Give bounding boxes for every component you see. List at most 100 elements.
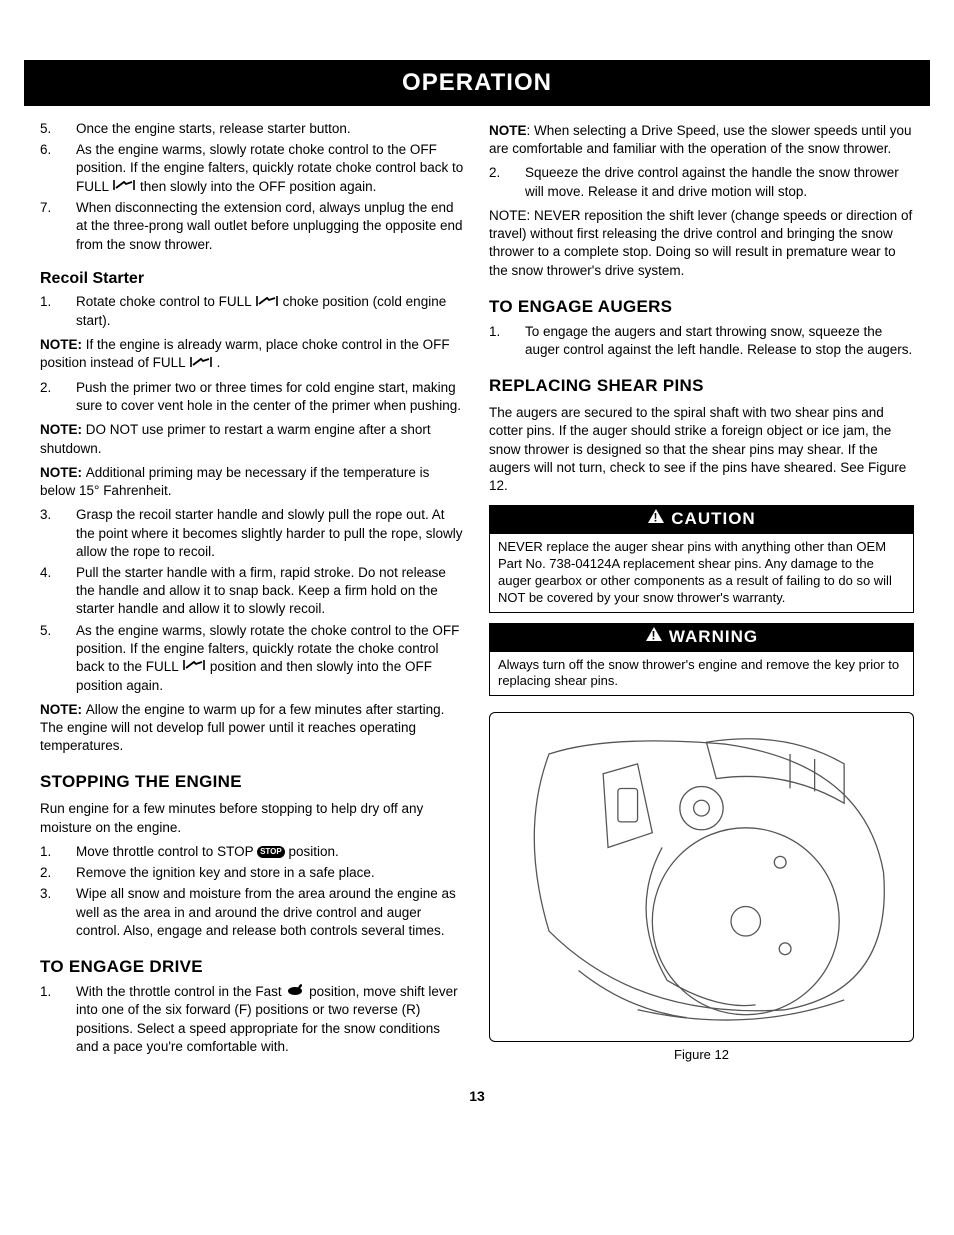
- list-body: Rotate choke control to FULL choke posit…: [76, 293, 465, 330]
- list-body: Squeeze the drive control against the ha…: [525, 164, 914, 200]
- drive-heading: TO ENGAGE DRIVE: [40, 956, 465, 979]
- list-num: 1.: [489, 323, 525, 359]
- list-num: 1.: [40, 843, 76, 861]
- text: Additional priming may be necessary if t…: [40, 465, 429, 498]
- note-paragraph: NOTE: If the engine is already warm, pla…: [40, 336, 465, 373]
- list-num: 1.: [40, 293, 76, 330]
- list-num: 3.: [40, 885, 76, 940]
- caution-label: CAUTION: [671, 508, 755, 531]
- list-body: Wipe all snow and moisture from the area…: [76, 885, 465, 940]
- list-item: 2. Remove the ignition key and store in …: [40, 864, 465, 882]
- note-label: NOTE:: [40, 422, 86, 437]
- warning-bar: ! WARNING: [489, 623, 914, 652]
- figure-label: Figure 12: [489, 1046, 914, 1064]
- list-item: 1. Rotate choke control to FULL choke po…: [40, 293, 465, 330]
- list-item: 3. Grasp the recoil starter handle and s…: [40, 506, 465, 561]
- list-body: When disconnecting the extension cord, a…: [76, 199, 465, 254]
- list-num: 5.: [40, 622, 76, 695]
- stop-icon: STOP: [257, 846, 285, 858]
- warning-triangle-icon: !: [645, 626, 663, 649]
- list-num: 2.: [40, 864, 76, 882]
- note-label: NOTE: [489, 123, 527, 138]
- list-item: 5. Once the engine starts, release start…: [40, 120, 465, 138]
- stop-list: 1. Move throttle control to STOP STOP po…: [40, 843, 465, 940]
- list-num: 1.: [40, 983, 76, 1056]
- header-band: OPERATION: [24, 60, 930, 106]
- text: If the engine is already warm, place cho…: [40, 337, 450, 370]
- list-item: 7. When disconnecting the extension cord…: [40, 199, 465, 254]
- list-item: 5. As the engine warms, slowly rotate th…: [40, 622, 465, 695]
- note-never: NOTE: NEVER reposition the shift lever (…: [489, 207, 914, 280]
- list-body: As the engine warms, slowly rotate the c…: [76, 622, 465, 695]
- recoil-heading: Recoil Starter: [40, 268, 465, 290]
- svg-text:!: !: [651, 628, 656, 642]
- list-item: 2. Push the primer two or three times fo…: [40, 379, 465, 415]
- recoil-list-b: 2. Push the primer two or three times fo…: [40, 379, 465, 415]
- list-body: Pull the starter handle with a firm, rap…: [76, 564, 465, 619]
- svg-text:!: !: [654, 511, 659, 525]
- list-item: 2. Squeeze the drive control against the…: [489, 164, 914, 200]
- note-paragraph: NOTE: Allow the engine to warm up for a …: [40, 701, 465, 756]
- choke-icon: [189, 355, 213, 373]
- caution-body: NEVER replace the auger shear pins with …: [489, 534, 914, 613]
- warning-triangle-icon: !: [647, 508, 665, 531]
- note-label: NOTE:: [40, 337, 86, 352]
- list-num: 7.: [40, 199, 76, 254]
- note-paragraph: NOTE: DO NOT use primer to restart a war…: [40, 421, 465, 457]
- page: OPERATION 5. Once the engine starts, rel…: [0, 60, 954, 1134]
- rabbit-icon: [285, 983, 305, 1001]
- choke-icon: [112, 178, 136, 196]
- startup-list: 5. Once the engine starts, release start…: [40, 120, 465, 254]
- drive-list-2: 2. Squeeze the drive control against the…: [489, 164, 914, 200]
- shear-heading: REPLACING SHEAR PINS: [489, 375, 914, 398]
- list-body: Push the primer two or three times for c…: [76, 379, 465, 415]
- note-label: NOTE:: [40, 465, 86, 480]
- list-num: 6.: [40, 141, 76, 196]
- note-label: NOTE:: [40, 702, 86, 717]
- list-num: 4.: [40, 564, 76, 619]
- stopping-heading: STOPPING THE ENGINE: [40, 771, 465, 794]
- list-body: Remove the ignition key and store in a s…: [76, 864, 465, 882]
- text: DO NOT use primer to restart a warm engi…: [40, 422, 431, 455]
- augers-list: 1. To engage the augers and start throwi…: [489, 323, 914, 359]
- list-num: 5.: [40, 120, 76, 138]
- content-columns: 5. Once the engine starts, release start…: [0, 106, 954, 1064]
- text: .: [217, 355, 221, 370]
- drive-list: 1. With the throttle control in the Fast…: [40, 983, 465, 1056]
- list-body: As the engine warms, slowly rotate choke…: [76, 141, 465, 196]
- right-column: NOTE: When selecting a Drive Speed, use …: [489, 116, 914, 1064]
- warning-body: Always turn off the snow thrower's engin…: [489, 652, 914, 697]
- list-num: 2.: [489, 164, 525, 200]
- warning-label: WARNING: [669, 626, 758, 649]
- list-item: 1. To engage the augers and start throwi…: [489, 323, 914, 359]
- list-num: 2.: [40, 379, 76, 415]
- shear-intro: The augers are secured to the spiral sha…: [489, 404, 914, 495]
- list-body: Grasp the recoil starter handle and slow…: [76, 506, 465, 561]
- text: Allow the engine to warm up for a few mi…: [40, 702, 444, 753]
- note-paragraph: NOTE: When selecting a Drive Speed, use …: [489, 122, 914, 158]
- text: Move throttle control to STOP: [76, 844, 257, 859]
- list-item: 1. With the throttle control in the Fast…: [40, 983, 465, 1056]
- augers-heading: TO ENGAGE AUGERS: [489, 296, 914, 319]
- list-item: 1. Move throttle control to STOP STOP po…: [40, 843, 465, 861]
- caution-bar: ! CAUTION: [489, 505, 914, 534]
- list-item: 4. Pull the starter handle with a firm, …: [40, 564, 465, 619]
- text: position.: [289, 844, 339, 859]
- stopping-intro: Run engine for a few minutes before stop…: [40, 800, 465, 836]
- page-number: 13: [0, 1088, 954, 1134]
- list-body: With the throttle control in the Fast po…: [76, 983, 465, 1056]
- list-body: Move throttle control to STOP STOP posit…: [76, 843, 465, 861]
- auger-diagram-icon: [490, 713, 913, 1041]
- text: : When selecting a Drive Speed, use the …: [489, 123, 911, 156]
- list-body: Once the engine starts, release starter …: [76, 120, 465, 138]
- text: Rotate choke control to FULL: [76, 294, 255, 309]
- figure-12-frame: [489, 712, 914, 1042]
- page-title: OPERATION: [402, 69, 552, 97]
- list-body: To engage the augers and start throwing …: [525, 323, 914, 359]
- list-item: 6. As the engine warms, slowly rotate ch…: [40, 141, 465, 196]
- list-num: 3.: [40, 506, 76, 561]
- list-item: 3. Wipe all snow and moisture from the a…: [40, 885, 465, 940]
- text: With the throttle control in the Fast: [76, 984, 285, 999]
- recoil-list-c: 3. Grasp the recoil starter handle and s…: [40, 506, 465, 695]
- choke-icon: [255, 294, 279, 312]
